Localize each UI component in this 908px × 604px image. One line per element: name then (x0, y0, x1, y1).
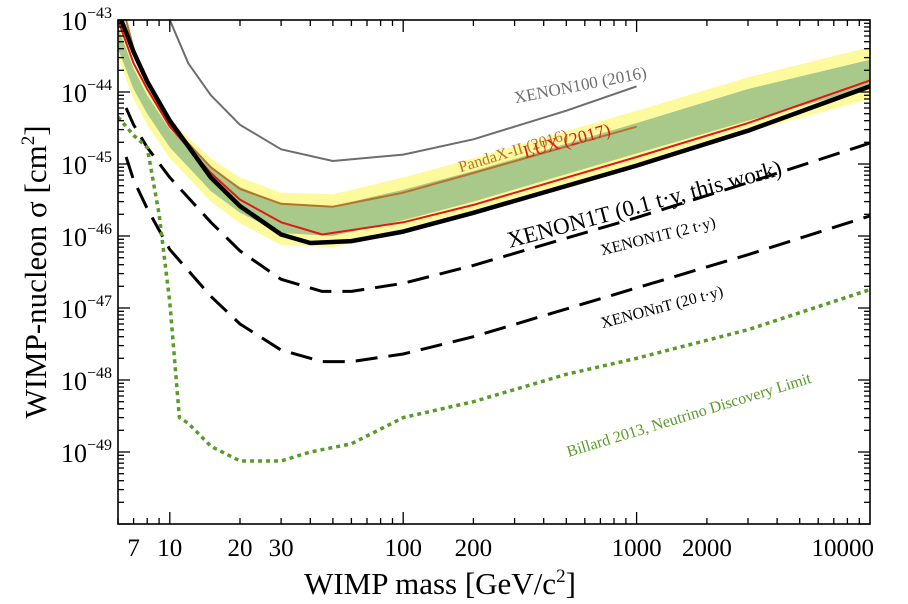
x-tick-label: 10000 (812, 535, 875, 562)
x-tick-label: 20 (228, 535, 253, 562)
label-xenonnt-20-t-y: XENONnT (20 t·y) (599, 283, 725, 332)
y-tick-labels: 10−43 10−44 10−45 10−46 10−47 10−48 10−49 (61, 5, 112, 468)
label-billard-2013-neutrino-discovery-limit: Billard 2013, Neutrino Discovery Limit (565, 370, 814, 461)
x-tick-label: 200 (455, 535, 493, 562)
y-tick-label: 10−49 (61, 437, 112, 468)
x-tick-labels: 7 10 20 30 100 200 1000 2000 10000 (127, 535, 874, 562)
plot-frame (117, 19, 871, 525)
y-tick-label: 10−44 (61, 77, 112, 108)
y-axis-label: WIMP-nucleon σ [cm2] (18, 125, 53, 418)
band-2-sigma (118, 20, 870, 248)
series-lux-2017-line (118, 20, 870, 236)
y-tick-label: 10−47 (61, 293, 112, 324)
y-tick-label: 10−46 (61, 221, 112, 252)
x-tick-label: 100 (384, 535, 422, 562)
y-tick-label: 10−45 (61, 149, 112, 180)
band-1-sigma (118, 27, 870, 236)
label-xenon100-2016: XENON100 (2016) (512, 63, 648, 107)
x-tick-label: 2000 (682, 535, 732, 562)
x-axis-label: WIMP mass [GeV/c2] (304, 566, 576, 601)
x-tick-label: 1000 (612, 535, 662, 562)
y-tick-label: 10−43 (61, 5, 112, 36)
series-billard-2013-neutrino-discovery-limit-line (118, 115, 870, 463)
x-tick-label: 10 (157, 535, 182, 562)
limit-curves (118, 20, 870, 463)
series-xenon1t-0-1-t-y-this-work-line (119, 20, 870, 246)
x-tick-label: 7 (127, 535, 140, 562)
series-xenon1t-2-t-y-line (124, 107, 870, 293)
series-xenon100-2016-line (168, 20, 637, 162)
sensitivity-bands (118, 20, 870, 248)
series-xenonnt-20-t-y-line (124, 156, 870, 364)
axis-ticks (117, 19, 870, 525)
x-tick-label: 30 (269, 535, 294, 562)
y-tick-label: 10−48 (61, 365, 112, 396)
